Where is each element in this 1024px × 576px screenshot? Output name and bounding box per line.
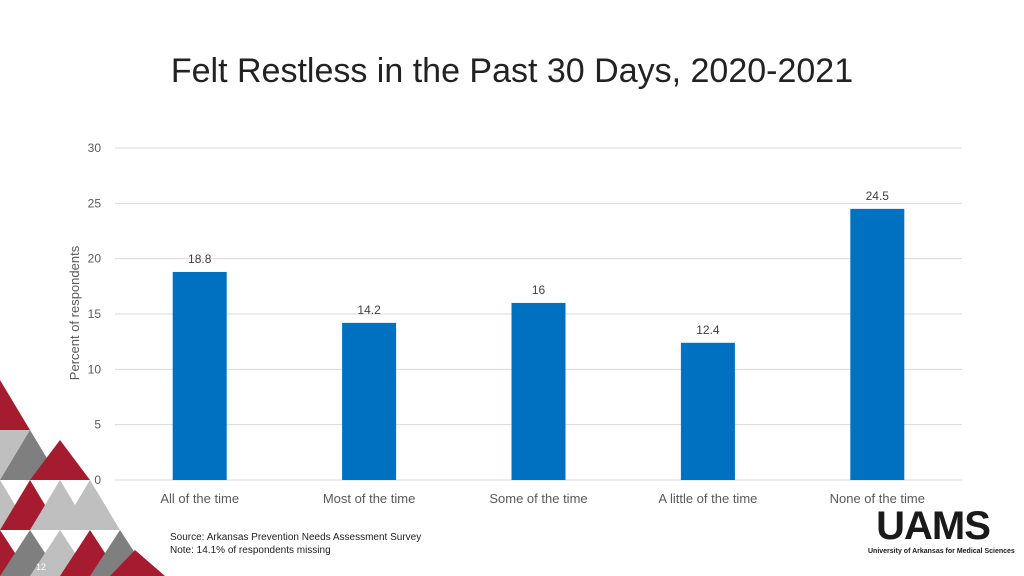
footer-notes: Source: Arkansas Prevention Needs Assess… [170, 531, 421, 557]
missing-note: Note: 14.1% of respondents missing [170, 545, 331, 556]
y-axis-ticks: 0 5 10 15 20 25 30 [88, 141, 102, 487]
uams-logo: UAMS University of Arkansas for Medical … [868, 504, 1015, 555]
slide-title: Felt Restless in the Past 30 Days, 2020-… [170, 52, 854, 90]
decor-triangle-11 [60, 480, 120, 530]
x-tick-label: A little of the time [658, 491, 757, 506]
y-tick-label: 25 [88, 196, 102, 210]
y-axis-label: Percent of respondents [67, 245, 82, 380]
y-tick-label: 5 [94, 418, 101, 432]
bar [511, 302, 566, 480]
bar [680, 342, 735, 480]
data-label: 24.5 [866, 189, 890, 203]
value-labels: 18.8 14.2 16 12.4 24.5 [188, 189, 889, 337]
bar [172, 271, 227, 480]
x-tick-label: Most of the time [323, 491, 415, 506]
y-tick-label: 15 [88, 307, 102, 321]
x-tick-label: All of the time [160, 491, 239, 506]
decor-triangle-13 [110, 550, 165, 576]
decor-triangle-0 [0, 380, 30, 430]
y-tick-label: 20 [88, 252, 102, 266]
data-label: 14.2 [357, 303, 381, 317]
y-tick-label: 30 [88, 141, 102, 155]
decor-triangle-6 [30, 440, 90, 480]
data-label: 16 [532, 283, 546, 297]
y-tick-label: 0 [94, 473, 101, 487]
page-number: 12 [36, 562, 47, 572]
data-label: 12.4 [696, 323, 720, 337]
data-label: 18.8 [188, 252, 212, 266]
logo-subtext: University of Arkansas for Medical Scien… [868, 548, 1015, 555]
bar [342, 322, 397, 480]
bar [850, 208, 905, 480]
decorative-triangle-pattern [0, 380, 165, 576]
logo-wordmark: UAMS [876, 504, 991, 548]
x-tick-label: Some of the time [489, 491, 587, 506]
source-note: Source: Arkansas Prevention Needs Assess… [170, 532, 422, 543]
x-tick-label: None of the time [830, 491, 925, 506]
y-tick-label: 10 [88, 362, 102, 376]
category-labels: All of the time Most of the time Some of t… [160, 491, 925, 506]
bars [172, 208, 905, 480]
